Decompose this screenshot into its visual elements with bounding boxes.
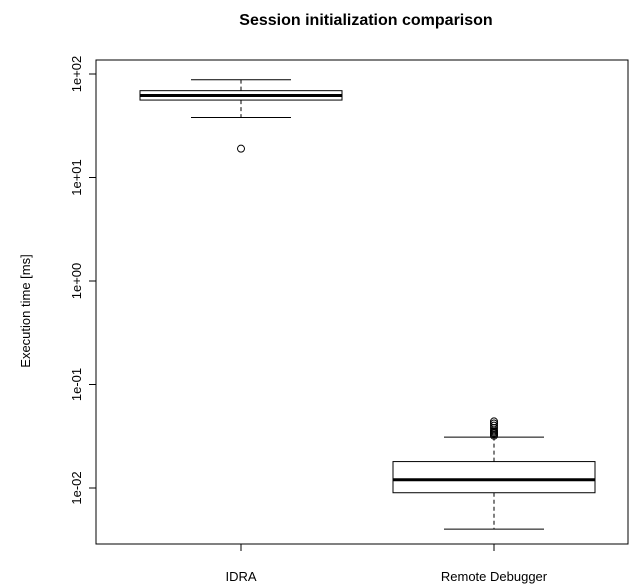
boxes bbox=[139, 79, 596, 530]
iqr-box bbox=[392, 461, 596, 494]
x-category-label: IDRA bbox=[225, 569, 256, 584]
y-tick-label: 1e+02 bbox=[69, 56, 84, 93]
y-axis: 1e-02 1e-01 1e+00 1e+01 1e+02 bbox=[69, 56, 96, 505]
y-tick-label: 1e+00 bbox=[69, 263, 84, 300]
chart-title: Session initialization comparison bbox=[239, 12, 492, 29]
box-remote-debugger bbox=[392, 417, 596, 530]
y-tick-label: 1e+01 bbox=[69, 159, 84, 196]
plot-frame bbox=[95, 59, 629, 545]
outlier-point bbox=[490, 421, 498, 430]
y-tick-label: 1e-02 bbox=[69, 471, 84, 504]
outlier-point bbox=[490, 417, 498, 426]
box-idra bbox=[139, 79, 343, 153]
outlier-point bbox=[490, 419, 498, 428]
y-tick-label: 1e-01 bbox=[69, 368, 84, 401]
x-category-label: Remote Debugger bbox=[441, 569, 548, 584]
y-axis-label: Execution time [ms] bbox=[18, 254, 33, 367]
outlier-point bbox=[237, 144, 245, 153]
x-axis: IDRA Remote Debugger bbox=[225, 544, 548, 584]
